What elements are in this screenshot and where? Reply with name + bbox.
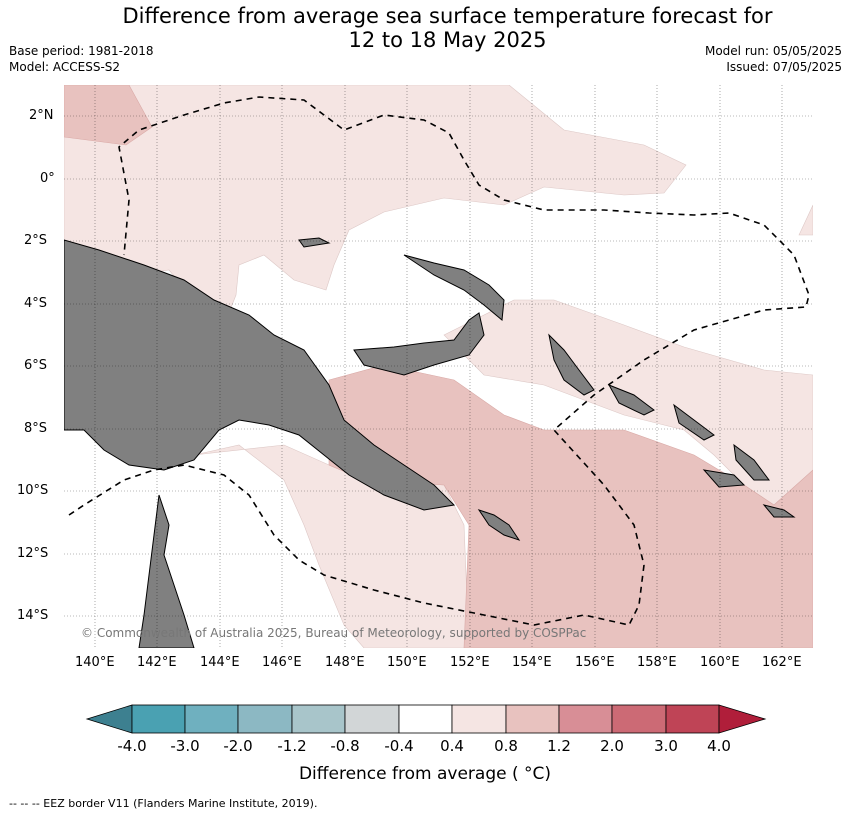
- colorbar-tick: 2.0: [600, 737, 624, 755]
- land-louisiade: [477, 509, 521, 541]
- sst-anomaly-map: © Commonwealth of Australia 2025, Bureau…: [64, 85, 813, 648]
- model-run: Model run: 05/05/2025: [704, 44, 842, 58]
- lon-tick: 146°E: [262, 655, 302, 670]
- colorbar-tick: 1.2: [547, 737, 571, 755]
- land-solomon-islands: [673, 403, 715, 441]
- lon-tick: 148°E: [325, 655, 365, 670]
- lat-tick: 6°S: [24, 358, 48, 373]
- colorbar-swatch: [398, 704, 453, 734]
- colorbar-swatch: [451, 704, 507, 734]
- colorbar-tick: -2.0: [223, 737, 253, 755]
- colorbar-swatch: [505, 704, 560, 734]
- lon-tick: 144°E: [200, 655, 240, 670]
- colorbar-tick: -0.8: [330, 737, 360, 755]
- lon-tick: 152°E: [450, 655, 490, 670]
- colorbar: [85, 704, 767, 734]
- colorbar-swatch: [237, 704, 293, 734]
- issued-date: Issued: 07/05/2025: [726, 60, 842, 74]
- model-name: Model: ACCESS-S2: [9, 60, 121, 74]
- colorbar-tick: -1.2: [277, 737, 307, 755]
- lon-tick: 156°E: [575, 655, 615, 670]
- chart-title: Difference from average sea surface temp…: [0, 4, 850, 52]
- land-solomon-islands: [702, 469, 746, 488]
- lon-tick: 150°E: [387, 655, 427, 670]
- land-manus: [298, 237, 331, 248]
- lat-tick: 10°S: [17, 483, 49, 498]
- lon-tick: 154°E: [512, 655, 552, 670]
- anomaly-region-medium: [64, 85, 153, 146]
- base-period: Base period: 1981-2018: [9, 44, 154, 58]
- title-line-2: 12 to 18 May 2025: [348, 28, 547, 52]
- copyright-text: © Commonwealth of Australia 2025, Bureau…: [81, 626, 586, 640]
- colorbar-swatch: [344, 704, 400, 734]
- colorbar-axis-label: Difference from average ( °C): [298, 764, 552, 784]
- anomaly-region-light: [798, 204, 813, 236]
- lon-tick: 162°E: [762, 655, 802, 670]
- eez-border: [68, 96, 810, 626]
- colorbar-tick: -3.0: [170, 737, 200, 755]
- colorbar-swatch: [291, 704, 346, 734]
- colorbar-swatch: [558, 704, 613, 734]
- colorbar-tick: 3.0: [654, 737, 678, 755]
- land-solomon-islands: [762, 504, 796, 518]
- lon-tick: 140°E: [75, 655, 115, 670]
- colorbar-tick: 0.4: [440, 737, 464, 755]
- lat-tick: 14°S: [17, 608, 49, 623]
- lon-tick: 142°E: [137, 655, 177, 670]
- colorbar-tick: 0.8: [494, 737, 518, 755]
- colorbar-swatch: [611, 704, 667, 734]
- colorbar-tick: -0.4: [384, 737, 414, 755]
- map-gridlines: [64, 85, 813, 648]
- meta-right: Model run: 05/05/2025 Issued: 07/05/2025: [705, 43, 842, 75]
- lon-tick: 158°E: [637, 655, 677, 670]
- land-cape-york: [138, 494, 195, 648]
- lat-tick: 2°N: [29, 108, 54, 123]
- lat-tick: 0°: [40, 171, 55, 186]
- colorbar-extend-left: [85, 704, 133, 734]
- lon-tick: 160°E: [700, 655, 740, 670]
- land-solomon-islands: [607, 384, 655, 416]
- colorbar-extend-right: [718, 704, 767, 734]
- title-line-1: Difference from average sea surface temp…: [122, 4, 773, 28]
- land-new-ireland: [403, 254, 505, 321]
- land-bougainville: [548, 333, 595, 396]
- colorbar-swatch: [184, 704, 239, 734]
- meta-left: Base period: 1981-2018 Model: ACCESS-S2: [9, 43, 154, 75]
- colorbar-tick: 4.0: [707, 737, 731, 755]
- lat-tick: 12°S: [17, 546, 49, 561]
- colorbar-tick: -4.0: [117, 737, 147, 755]
- lat-tick: 2°S: [24, 233, 48, 248]
- colorbar-swatch: [131, 704, 186, 734]
- eez-legend: -- -- -- EEZ border V11 (Flanders Marine…: [9, 797, 318, 810]
- colorbar-swatch: [665, 704, 720, 734]
- lat-tick: 4°S: [24, 296, 48, 311]
- lat-tick: 8°S: [24, 421, 48, 436]
- land-new-guinea: [64, 239, 456, 511]
- land-solomon-islands: [733, 443, 770, 481]
- land-new-britain: [353, 312, 485, 376]
